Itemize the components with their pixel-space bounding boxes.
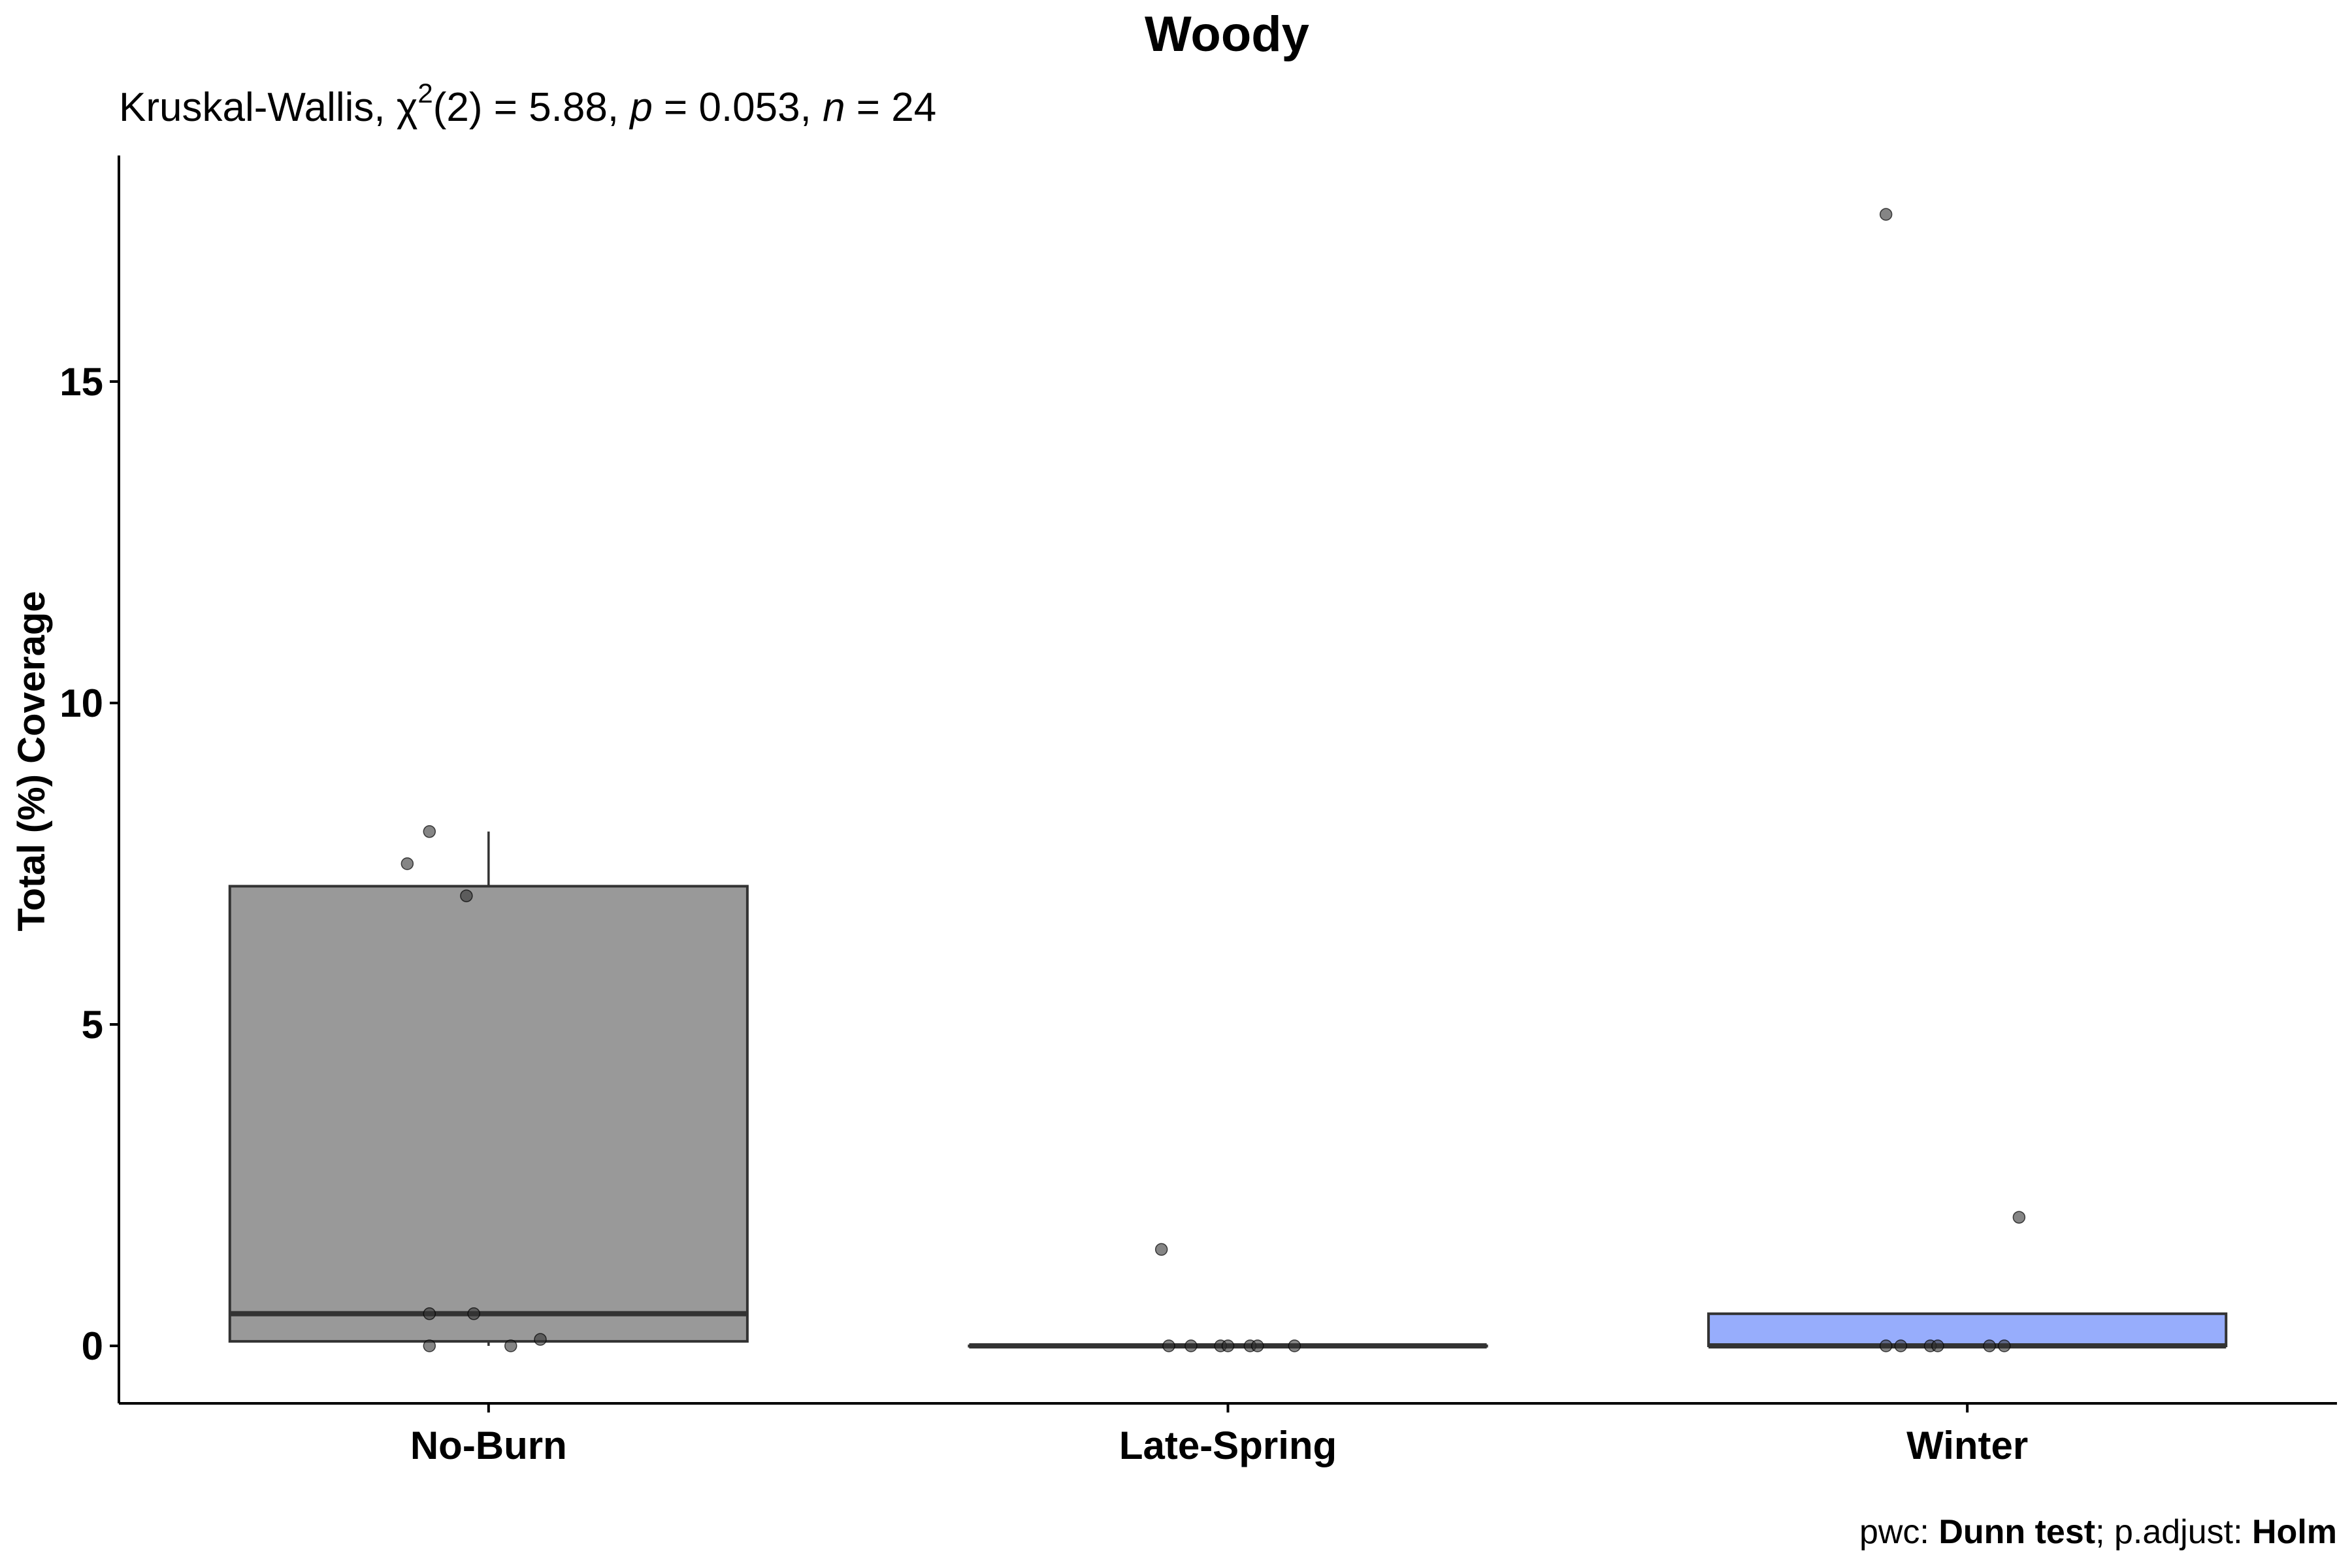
subtitle-n-value: = 24 — [845, 85, 937, 130]
chart-subtitle: Kruskal-Wallis, χ2(2) = 5.88, p = 0.053,… — [119, 78, 936, 130]
subtitle-p-label: p — [629, 85, 652, 130]
data-point-winter-17 — [2012, 1211, 2026, 1224]
subtitle-test: Kruskal-Wallis, — [119, 85, 397, 130]
y-tick-label-15: 15 — [59, 360, 103, 404]
y-tick-label-0: 0 — [82, 1324, 103, 1368]
points-layer — [400, 208, 2026, 1352]
data-point-winter-18 — [1879, 1339, 1893, 1352]
data-point-no-burn-7 — [504, 1339, 517, 1352]
caption-pwc-value: Dunn test — [1938, 1513, 2095, 1551]
data-point-no-burn-2 — [460, 889, 473, 902]
data-point-winter-23 — [1998, 1339, 2011, 1352]
subtitle-stat-symbol: χ — [397, 85, 418, 130]
data-point-winter-16 — [1879, 208, 1893, 221]
data-point-late-spring-9 — [1162, 1339, 1175, 1352]
subtitle-stat-superscript: 2 — [417, 78, 433, 108]
data-point-winter-21 — [1931, 1339, 1944, 1352]
data-point-late-spring-15 — [1288, 1339, 1301, 1352]
x-tick-label-no-burn: No-Burn — [410, 1424, 567, 1467]
subtitle-p-value: = 0.053, — [653, 85, 823, 130]
subtitle-df: (2) = 5.88, — [433, 85, 630, 130]
data-point-no-burn-1 — [400, 857, 414, 870]
box-no-burn — [228, 885, 749, 1343]
caption-sep: ; p.adjust: — [2095, 1513, 2252, 1551]
box-winter — [1707, 1312, 2228, 1348]
data-point-winter-22 — [1983, 1339, 1996, 1352]
x-tick-label-late-spring: Late-Spring — [1119, 1424, 1337, 1467]
boxes-layer — [228, 831, 2228, 1348]
y-tick-label-10: 10 — [59, 681, 103, 725]
data-point-no-burn-6 — [423, 1339, 436, 1352]
caption-adjust-value: Holm — [2252, 1513, 2337, 1551]
data-point-late-spring-8 — [1154, 1243, 1168, 1256]
data-point-no-burn-3 — [423, 1307, 436, 1320]
y-axis-title: Total (%) Coverage — [10, 591, 53, 931]
x-tick-label-winter: Winter — [1906, 1424, 2028, 1467]
data-point-no-burn-4 — [467, 1307, 480, 1320]
subtitle-n-label: n — [823, 85, 845, 130]
y-tick-label-5: 5 — [82, 1003, 103, 1047]
caption-pwc-label: pwc: — [1859, 1513, 1938, 1551]
chart-title: Woody — [1145, 7, 1309, 62]
data-point-late-spring-14 — [1251, 1339, 1264, 1352]
data-point-no-burn-0 — [423, 825, 436, 838]
data-point-winter-19 — [1894, 1339, 1908, 1352]
axes-layer: 0 5 10 15 No-Burn Late-Spring Winter — [59, 155, 2337, 1467]
data-point-no-burn-5 — [534, 1333, 547, 1346]
data-point-late-spring-12 — [1221, 1339, 1235, 1352]
data-point-late-spring-10 — [1184, 1339, 1198, 1352]
chart-caption: pwc: Dunn test; p.adjust: Holm — [1859, 1513, 2337, 1551]
